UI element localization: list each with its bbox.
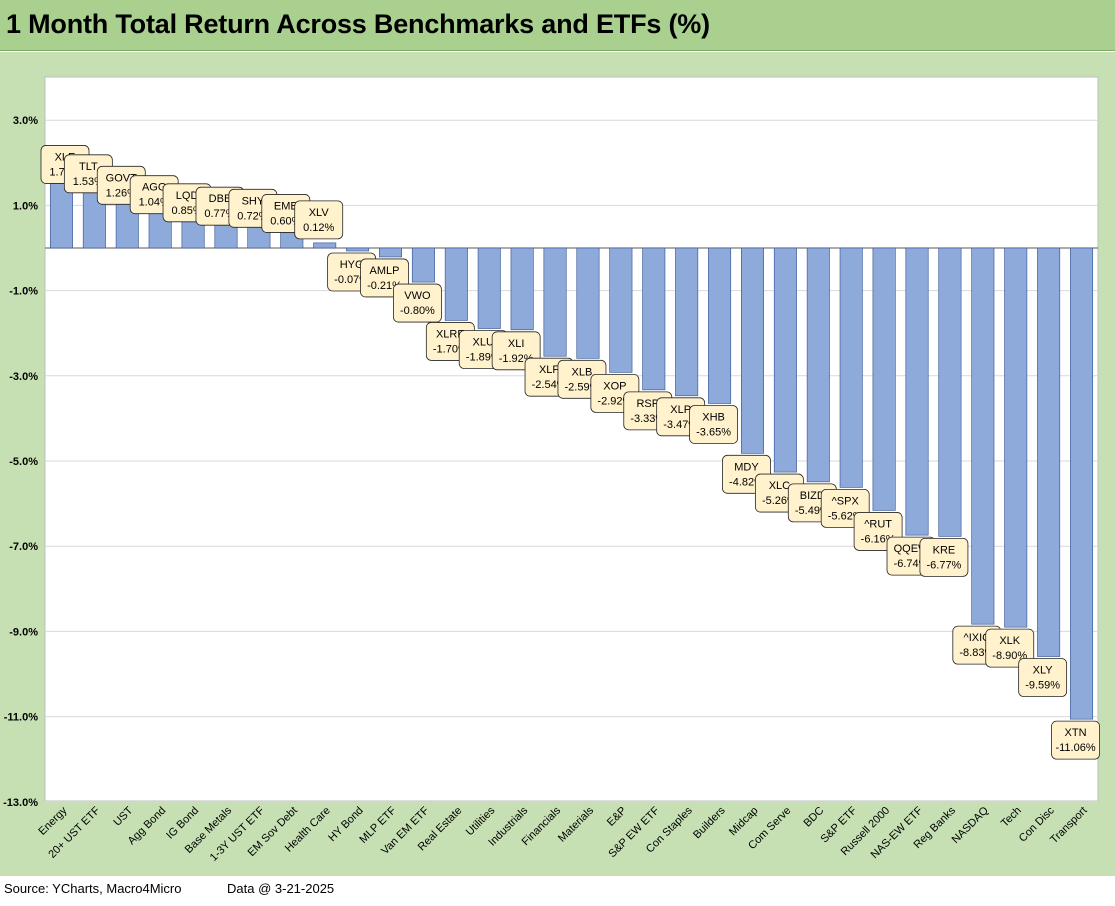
- data-label-box: [985, 628, 1035, 668]
- y-tick-label: -11.0%: [4, 712, 38, 724]
- data-label-ticker: KRE: [933, 544, 956, 556]
- data-label-value: -3.65%: [696, 426, 731, 438]
- data-label-value: 1.53%: [73, 176, 104, 188]
- category-label: NASDAQ: [950, 804, 992, 846]
- data-label-ticker: ^IXIC: [964, 632, 991, 644]
- data-label-ticker: DBB: [209, 193, 232, 205]
- bar-spx: [839, 247, 863, 488]
- y-tick-label: 3.0%: [13, 115, 38, 127]
- category-label: BDC: [802, 805, 827, 830]
- data-label-box: [689, 405, 738, 444]
- data-label-box: [294, 200, 344, 240]
- data-label-ticker: XLV: [309, 207, 330, 219]
- data-label-ticker: XLC: [769, 480, 790, 492]
- data-date: Data @ 3-21-2025: [227, 881, 335, 896]
- bar-xlp: [675, 247, 699, 397]
- bar-rsp: [642, 247, 666, 391]
- data-label-ticker: ^SPX: [832, 495, 860, 507]
- data-label-value: 0.72%: [237, 210, 268, 222]
- bar-bizd: [806, 247, 830, 483]
- bar-xtn: [1070, 247, 1094, 720]
- category-label: Tech: [999, 805, 1024, 830]
- bar-mdy: [740, 247, 764, 454]
- data-label-ticker: XLY: [1033, 665, 1054, 677]
- data-label-ticker: VWO: [404, 290, 431, 302]
- title-bar: 1 Month Total Return Across Benchmarks a…: [0, 0, 1115, 51]
- y-tick-label: 1.0%: [13, 200, 38, 212]
- bar-xly: [1037, 247, 1061, 657]
- data-label-value: 0.12%: [303, 222, 334, 234]
- category-label: UST: [111, 804, 135, 828]
- data-label-value: -8.90%: [992, 650, 1027, 662]
- data-label-value: -0.80%: [400, 305, 435, 317]
- category-label: E&P: [605, 805, 629, 829]
- y-tick-label: -1.0%: [9, 286, 38, 298]
- y-tick-label: -5.0%: [9, 456, 38, 468]
- y-tick-label: -7.0%: [9, 541, 38, 553]
- data-label-value: 0.60%: [270, 215, 301, 227]
- data-label-ticker: XLB: [572, 366, 593, 378]
- bar-xli: [510, 247, 534, 331]
- bar-xop: [609, 247, 633, 373]
- data-label-box: [919, 538, 969, 577]
- data-label-ticker: XLI: [508, 338, 525, 350]
- data-label-ticker: XLRE: [436, 328, 465, 340]
- data-label-ticker: XHB: [702, 411, 725, 423]
- data-label-ticker: ^RUT: [864, 518, 892, 530]
- source-note: Source: YCharts, Macro4Micro: [4, 881, 182, 896]
- bar-hyg: [346, 247, 370, 252]
- bar-xhb: [708, 247, 732, 404]
- data-label-box: [1018, 658, 1068, 697]
- data-label-ticker: BIZD: [800, 490, 825, 502]
- data-label-value: -9.59%: [1025, 680, 1060, 692]
- data-label-ticker: LQD: [176, 190, 199, 202]
- bar-xlv: [313, 242, 337, 249]
- bar-vwo: [411, 247, 435, 283]
- data-label-ticker: GOVT: [106, 172, 137, 184]
- chart-frame: 3.0% 1.0% -1.0% -3.0% -5.0% -7.0% -9.0% -11.0% -…: [0, 52, 1115, 876]
- bar-xlu: [477, 247, 501, 329]
- category-label: Materials: [556, 804, 596, 844]
- bar-xlk: [1004, 247, 1028, 628]
- bar-qqew: [905, 247, 929, 536]
- bar-ixic: [971, 247, 995, 625]
- data-label-value: 1.04%: [139, 197, 170, 209]
- data-label-ticker: TLT: [79, 161, 98, 173]
- data-label-ticker: XTN: [1065, 727, 1087, 739]
- category-label: Builders: [691, 804, 728, 841]
- data-label-value: 1.26%: [106, 187, 137, 199]
- data-label-value: 0.85%: [171, 205, 202, 217]
- data-label-value: 0.77%: [204, 208, 235, 220]
- data-label-ticker: MDY: [734, 461, 759, 473]
- data-label-ticker: XLK: [999, 635, 1020, 647]
- y-tick-label: -3.0%: [9, 371, 38, 383]
- data-label-ticker: AMLP: [370, 265, 400, 277]
- chart-title: 1 Month Total Return Across Benchmarks a…: [6, 9, 710, 39]
- bar-amlp: [379, 247, 403, 258]
- bar-xlre: [444, 247, 468, 321]
- data-label-box: [393, 283, 442, 323]
- data-label-ticker: XLF: [539, 364, 559, 376]
- data-label-ticker: XLU: [473, 337, 494, 349]
- bar-kre: [938, 247, 962, 537]
- data-label-ticker: EMB: [274, 200, 298, 212]
- y-tick-label: -13.0%: [3, 797, 38, 809]
- bar-xlf: [543, 247, 567, 357]
- data-label-box: [1051, 720, 1100, 760]
- data-label-ticker: XLP: [670, 404, 691, 416]
- data-label-value: -6.77%: [926, 559, 961, 571]
- bar-chart: 3.0% 1.0% -1.0% -3.0% -5.0% -7.0% -9.0% -11.0% -…: [3, 76, 1100, 864]
- data-label-ticker: AGG: [142, 182, 166, 194]
- y-tick-label: -9.0%: [9, 626, 38, 638]
- data-label-ticker: SHY: [242, 195, 265, 207]
- data-label-value: -11.06%: [1055, 742, 1095, 754]
- data-label-ticker: XOP: [603, 380, 626, 392]
- bar-xlc: [773, 247, 797, 473]
- data-label-ticker: HYG: [340, 259, 364, 271]
- bar-xlb: [576, 247, 600, 359]
- data-label-ticker: RSP: [636, 398, 659, 410]
- footer: Source: YCharts, Macro4Micro Data @ 3-21…: [0, 876, 1115, 906]
- bar-rut: [872, 247, 896, 511]
